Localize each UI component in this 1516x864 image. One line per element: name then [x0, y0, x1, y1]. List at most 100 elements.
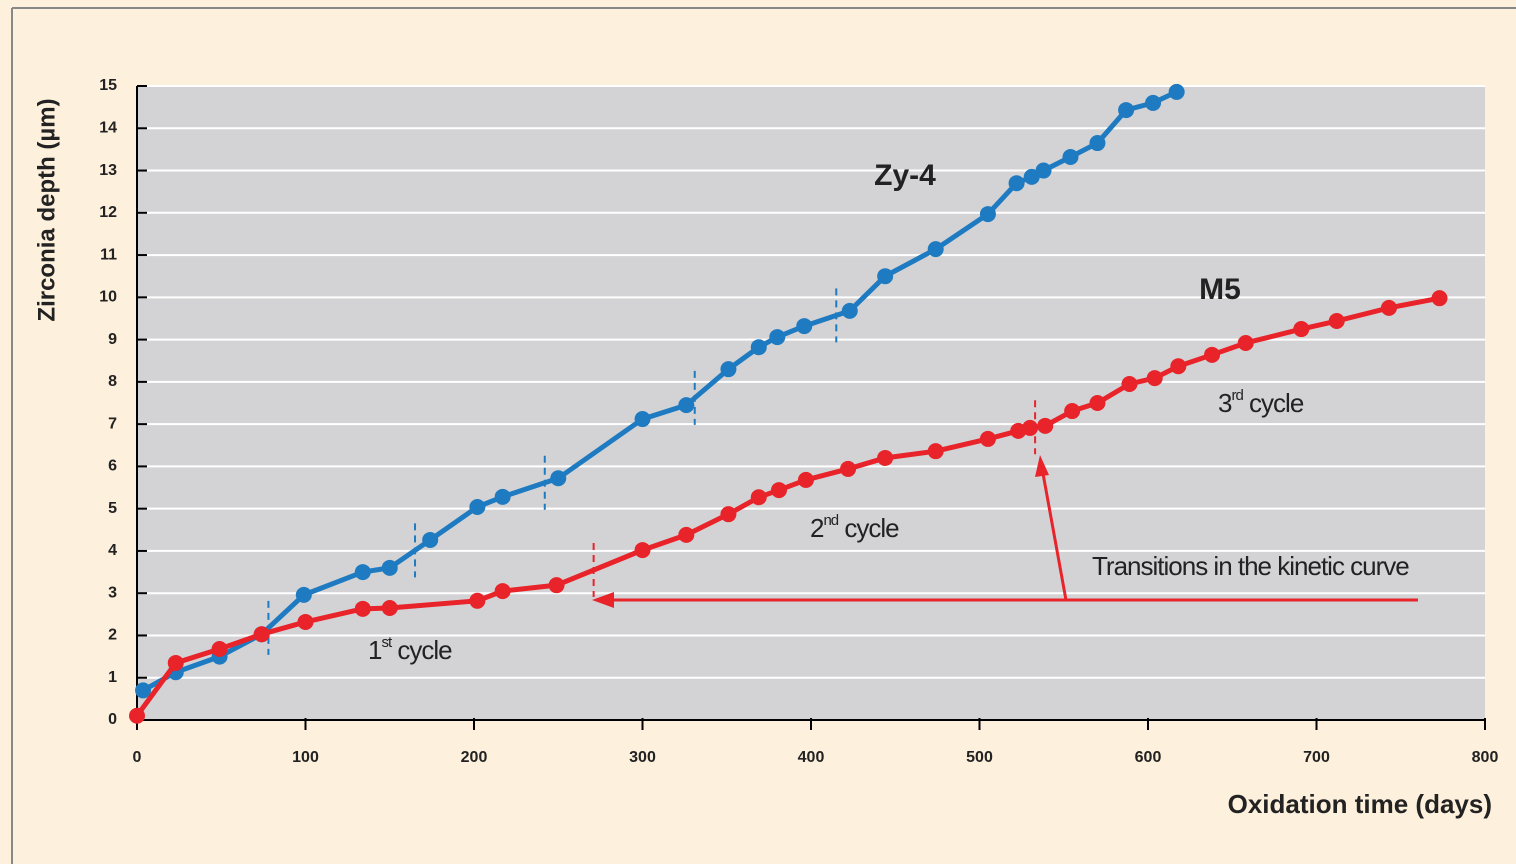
data-point — [1089, 135, 1106, 152]
x-tick-label: 200 — [461, 749, 488, 766]
annotation-text: 2 — [810, 513, 824, 543]
y-tick-label: 15 — [99, 77, 117, 94]
data-point — [796, 318, 813, 335]
data-point — [1121, 375, 1138, 392]
annotation-superscript: st — [381, 634, 393, 651]
data-point — [634, 411, 651, 428]
annotation-text: cycle — [1243, 388, 1304, 418]
data-point — [1168, 83, 1185, 100]
data-point — [750, 489, 767, 506]
annotation: 1st cycle — [368, 634, 452, 665]
y-tick-label: 9 — [108, 331, 117, 348]
x-tick-label: 500 — [966, 749, 993, 766]
data-point — [927, 443, 944, 460]
data-point — [634, 542, 651, 559]
data-point — [494, 488, 511, 505]
data-point — [750, 339, 767, 356]
y-tick-label: 2 — [108, 627, 117, 644]
data-point — [1118, 102, 1135, 119]
data-point — [841, 302, 858, 319]
annotation: 3rd cycle — [1218, 387, 1304, 418]
data-point — [1062, 149, 1079, 166]
data-point — [381, 599, 398, 616]
data-point — [1089, 395, 1106, 411]
data-point — [129, 707, 145, 724]
y-tick-label: 11 — [100, 246, 117, 263]
y-tick-label: 7 — [108, 415, 117, 432]
data-point — [877, 449, 894, 466]
x-tick-label: 800 — [1472, 749, 1499, 766]
data-point — [167, 654, 184, 671]
y-tick-label: 3 — [108, 584, 117, 601]
transition-arrows — [605, 467, 1418, 602]
data-point — [1022, 419, 1039, 436]
y-tick-label: 8 — [108, 373, 117, 390]
data-point — [253, 626, 270, 643]
data-point — [548, 577, 565, 594]
data-point — [979, 430, 996, 447]
data-point — [678, 526, 695, 543]
x-tick-label: 300 — [629, 749, 656, 766]
data-point — [1431, 290, 1448, 307]
data-point — [381, 559, 398, 576]
y-tick-label: 14 — [99, 119, 117, 136]
x-tick-label: 100 — [292, 749, 319, 766]
data-point — [1064, 403, 1081, 420]
data-point — [354, 600, 371, 617]
annotation-superscript: rd — [1231, 387, 1243, 404]
data-point — [295, 586, 312, 603]
data-point — [297, 613, 314, 630]
data-point — [1146, 370, 1163, 387]
data-point — [469, 498, 486, 515]
data-point — [1328, 313, 1345, 330]
y-axis-title: Zirconia depth (µm) — [33, 98, 60, 321]
data-point — [1293, 321, 1310, 338]
y-tick-label: 10 — [99, 289, 117, 306]
data-point — [720, 506, 737, 523]
series-label: Zy-4 — [874, 159, 936, 192]
annotation-text: cycle — [838, 513, 899, 543]
annotation: Transitions in the kinetic curve — [1092, 551, 1409, 581]
y-tick-label: 5 — [108, 500, 117, 517]
y-tick-label: 13 — [99, 162, 117, 179]
data-point — [135, 682, 152, 699]
annotation: 2nd cycle — [810, 512, 899, 543]
data-point — [769, 329, 786, 346]
y-tick-label: 12 — [99, 204, 117, 221]
y-tick-label: 4 — [108, 542, 117, 559]
series-label: M5 — [1199, 273, 1241, 306]
data-point — [550, 470, 567, 487]
data-point — [469, 592, 486, 609]
data-point — [1008, 175, 1025, 192]
x-tick-label: 0 — [133, 749, 142, 766]
data-point — [1037, 417, 1054, 434]
arrow-head — [592, 592, 614, 608]
series-line — [134, 295, 1440, 718]
data-point — [354, 564, 371, 581]
data-point — [1237, 334, 1254, 351]
data-point — [1170, 358, 1187, 375]
y-tick-label: 6 — [108, 458, 117, 475]
annotation-text: Transitions in the kinetic curve — [1092, 551, 1409, 581]
data-point — [1035, 162, 1052, 179]
data-point — [211, 640, 228, 657]
data-point — [1023, 168, 1040, 185]
annotation-superscript: nd — [823, 512, 838, 529]
annotation-text: 1 — [368, 635, 382, 665]
data-point — [840, 460, 857, 477]
data-point — [422, 531, 439, 548]
data-point — [877, 268, 894, 285]
x-axis-title: Oxidation time (days) — [1228, 789, 1492, 819]
x-tick-label: 400 — [798, 749, 825, 766]
data-point — [678, 397, 695, 414]
data-point — [927, 241, 944, 258]
data-point — [770, 482, 787, 499]
data-point — [1380, 299, 1397, 316]
y-tick-label: 1 — [108, 669, 117, 686]
data-point — [979, 206, 996, 223]
arrow-head — [1035, 455, 1049, 477]
x-tick-label: 600 — [1135, 749, 1162, 766]
data-point — [720, 361, 737, 378]
